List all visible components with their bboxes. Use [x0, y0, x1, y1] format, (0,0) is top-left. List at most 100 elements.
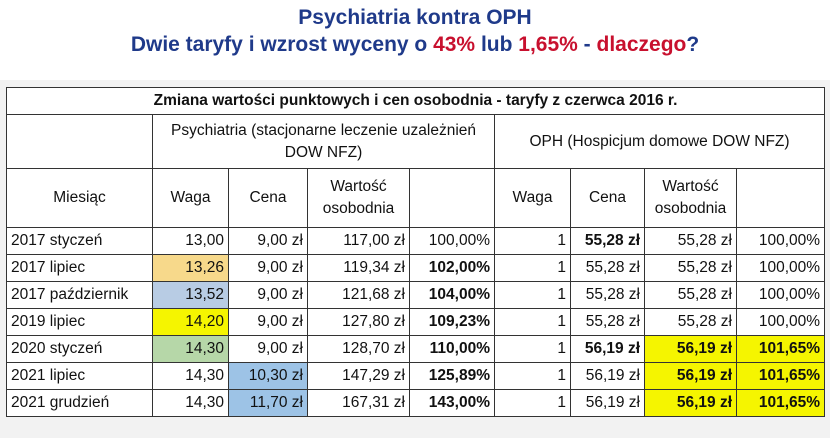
title-165-percent: 1,65%: [518, 33, 578, 56]
cell-waga-oph: 1: [494, 254, 571, 282]
table-row: 2017 lipiec 13,26 9,00 zł 119,34 zł 102,…: [6, 254, 826, 282]
cell-wartosc: 121,68 zł: [307, 281, 410, 309]
header-month: Miesiąc: [6, 168, 153, 228]
group-header-row: Psychiatria (stacjonarne leczenie uzależ…: [6, 114, 826, 169]
cell-waga-oph: 1: [494, 281, 571, 309]
title-43-percent: 43%: [433, 33, 476, 56]
tariff-table: Zmiana wartości punktowych i cen osobodn…: [5, 87, 826, 417]
cell-cena-oph: 55,28 zł: [570, 308, 645, 336]
cell-cena: 9,00 zł: [228, 227, 308, 255]
cell-cena: 11,70 zł: [228, 389, 308, 417]
cell-month: 2021 lipiec: [6, 362, 153, 390]
cell-wartosc-oph: 56,19 zł: [644, 389, 737, 417]
title-line-2-text: Dwie taryfy i wzrost wyceny o: [130, 33, 434, 56]
cell-wartosc-oph: 55,28 zł: [644, 281, 737, 309]
header-wartosc-line-2: osobodnia: [322, 200, 395, 217]
cell-waga-oph: 1: [494, 389, 571, 417]
cell-wartosc: 127,80 zł: [307, 308, 410, 336]
title-question-mark: ?: [686, 33, 700, 56]
cell-month: 2017 styczeń: [6, 227, 153, 255]
cell-cena: 9,00 zł: [228, 254, 308, 282]
header-cena: Cena: [228, 168, 308, 228]
header-waga-oph: Waga: [494, 168, 571, 228]
cell-wartosc-oph: 55,28 zł: [644, 254, 737, 282]
cell-cena-oph: 55,28 zł: [570, 254, 645, 282]
cell-waga: 14,30: [152, 362, 229, 390]
cell-percent-oph: 100,00%: [735, 227, 826, 255]
group-empty-cell: [6, 114, 153, 169]
cell-wartosc-oph: 56,19 zł: [644, 362, 737, 390]
cell-cena: 9,00 zł: [228, 308, 308, 336]
cell-waga: 14,20: [152, 308, 229, 336]
cell-cena-oph: 55,28 zł: [570, 281, 645, 309]
column-header-row: Miesiąc Waga Cena Wartość osobodnia Waga…: [6, 168, 826, 228]
cell-month: 2017 lipiec: [6, 254, 153, 282]
cell-waga: 13,26: [152, 254, 229, 282]
group-psychiatry-line-1: Psychiatria (stacjonarne leczenie uzależ…: [171, 121, 476, 139]
cell-waga-oph: 1: [494, 227, 571, 255]
title-why: dlaczego: [596, 33, 687, 56]
group-psychiatry: Psychiatria (stacjonarne leczenie uzależ…: [152, 114, 495, 169]
cell-percent: 102,00%: [409, 254, 495, 282]
cell-wartosc-oph: 55,28 zł: [644, 227, 737, 255]
title-line-2: Dwie taryfy i wzrost wyceny o 43% lub 1,…: [0, 33, 830, 57]
table-row: 2020 styczeń 14,30 9,00 zł 128,70 zł 110…: [6, 335, 826, 363]
cell-percent-oph: 101,65%: [735, 335, 826, 363]
cell-cena: 9,00 zł: [228, 335, 308, 363]
cell-percent: 109,23%: [409, 308, 495, 336]
table-row: 2017 styczeń 13,00 9,00 zł 117,00 zł 100…: [6, 227, 826, 255]
title-dash: -: [577, 33, 597, 56]
cell-wartosc: 117,00 zł: [307, 227, 410, 255]
cell-percent: 143,00%: [409, 389, 495, 417]
cell-waga-oph: 1: [494, 335, 571, 363]
cell-month: 2017 październik: [6, 281, 153, 309]
header-cena-oph: Cena: [570, 168, 645, 228]
group-psychiatry-line-2: DOW NFZ): [284, 143, 363, 161]
cell-cena-oph: 56,19 zł: [570, 335, 645, 363]
cell-month: 2021 grudzień: [6, 389, 153, 417]
cell-wartosc-oph: 56,19 zł: [644, 335, 737, 363]
header-wartosc-oph-line-1: Wartość: [662, 178, 719, 195]
cell-percent-oph: 100,00%: [735, 254, 826, 282]
group-oph: OPH (Hospicjum domowe DOW NFZ): [493, 114, 826, 169]
table-row: 2021 lipiec 14,30 10,30 zł 147,29 zł 125…: [6, 362, 826, 390]
title-line-1: Psychiatria kontra OPH: [298, 6, 532, 29]
cell-percent-oph: 100,00%: [735, 281, 826, 309]
header-wartosc-oph-line-2: osobodnia: [654, 200, 727, 217]
cell-percent-oph: 100,00%: [735, 308, 826, 336]
header-percent-empty: [409, 168, 495, 228]
cell-waga-oph: 1: [494, 308, 571, 336]
cell-cena: 10,30 zł: [228, 362, 308, 390]
cell-wartosc: 119,34 zł: [307, 254, 410, 282]
table-row: 2017 październik 13,52 9,00 zł 121,68 zł…: [6, 281, 826, 309]
cell-wartosc-oph: 55,28 zł: [644, 308, 737, 336]
cell-wartosc: 147,29 zł: [307, 362, 410, 390]
cell-cena: 9,00 zł: [228, 281, 308, 309]
cell-percent: 110,00%: [409, 335, 495, 363]
header-waga: Waga: [152, 168, 229, 228]
header-wartosc-oph: Wartość osobodnia: [644, 168, 737, 228]
cell-month: 2019 lipiec: [6, 308, 153, 336]
cell-percent: 100,00%: [409, 227, 495, 255]
header-percent-oph-empty: [735, 168, 826, 228]
title-or: lub: [475, 33, 519, 56]
cell-waga-oph: 1: [494, 362, 571, 390]
table-caption-row: Zmiana wartości punktowych i cen osobodn…: [5, 87, 826, 115]
cell-cena-oph: 56,19 zł: [570, 362, 645, 390]
cell-cena-oph: 56,19 zł: [570, 389, 645, 417]
cell-percent: 104,00%: [409, 281, 495, 309]
table-row: 2019 lipiec 14,20 9,00 zł 127,80 zł 109,…: [6, 308, 826, 336]
cell-month: 2020 styczeń: [6, 335, 153, 363]
cell-waga: 14,30: [152, 389, 229, 417]
cell-percent-oph: 101,65%: [735, 389, 826, 417]
cell-percent-oph: 101,65%: [735, 362, 826, 390]
cell-waga: 14,30: [152, 335, 229, 363]
cell-percent: 125,89%: [409, 362, 495, 390]
table-row: 2021 grudzień 14,30 11,70 zł 167,31 zł 1…: [6, 389, 826, 417]
cell-waga: 13,52: [152, 281, 229, 309]
cell-wartosc: 167,31 zł: [307, 389, 410, 417]
header-wartosc-line-1: Wartość: [330, 178, 387, 195]
header-wartosc: Wartość osobodnia: [307, 168, 410, 228]
cell-wartosc: 128,70 zł: [307, 335, 410, 363]
cell-cena-oph: 55,28 zł: [570, 227, 645, 255]
